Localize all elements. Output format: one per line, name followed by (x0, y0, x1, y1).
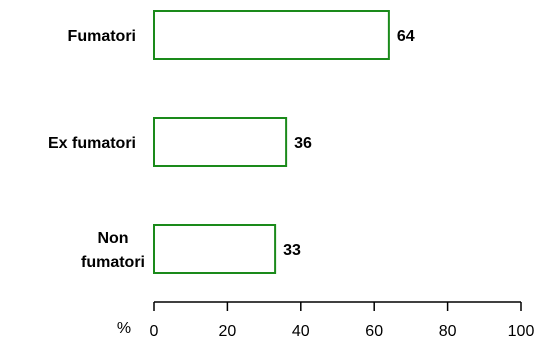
value-labels: 64 36 33 (283, 28, 415, 259)
x-axis-ticks: 0 20 40 60 80 100 (150, 302, 535, 340)
x-tick-label: 60 (365, 323, 383, 340)
category-label-line: Non (97, 230, 128, 247)
category-label-line: Fumatori (68, 28, 136, 45)
category-label: Fumatori (68, 28, 136, 45)
bars-group (153, 10, 390, 274)
bar-value-label: 33 (283, 242, 301, 259)
bar-value-label: 64 (397, 28, 415, 45)
category-label-line: fumatori (81, 254, 145, 271)
bar (153, 117, 288, 167)
category-label: Non fumatori (81, 230, 145, 271)
bar-value-label: 36 (294, 135, 312, 152)
x-tick-label: 20 (219, 323, 237, 340)
bar (153, 224, 277, 274)
x-tick-label: 100 (508, 323, 535, 340)
category-label-line: Ex fumatori (48, 135, 136, 152)
x-tick-label: 80 (439, 323, 457, 340)
x-tick-label: 40 (292, 323, 310, 340)
x-tick-label: 0 (150, 323, 159, 340)
bar (153, 10, 390, 60)
x-axis-unit-label: % (117, 320, 131, 337)
category-labels: Fumatori Ex fumatori Non fumatori (48, 28, 145, 271)
category-label: Ex fumatori (48, 135, 136, 152)
